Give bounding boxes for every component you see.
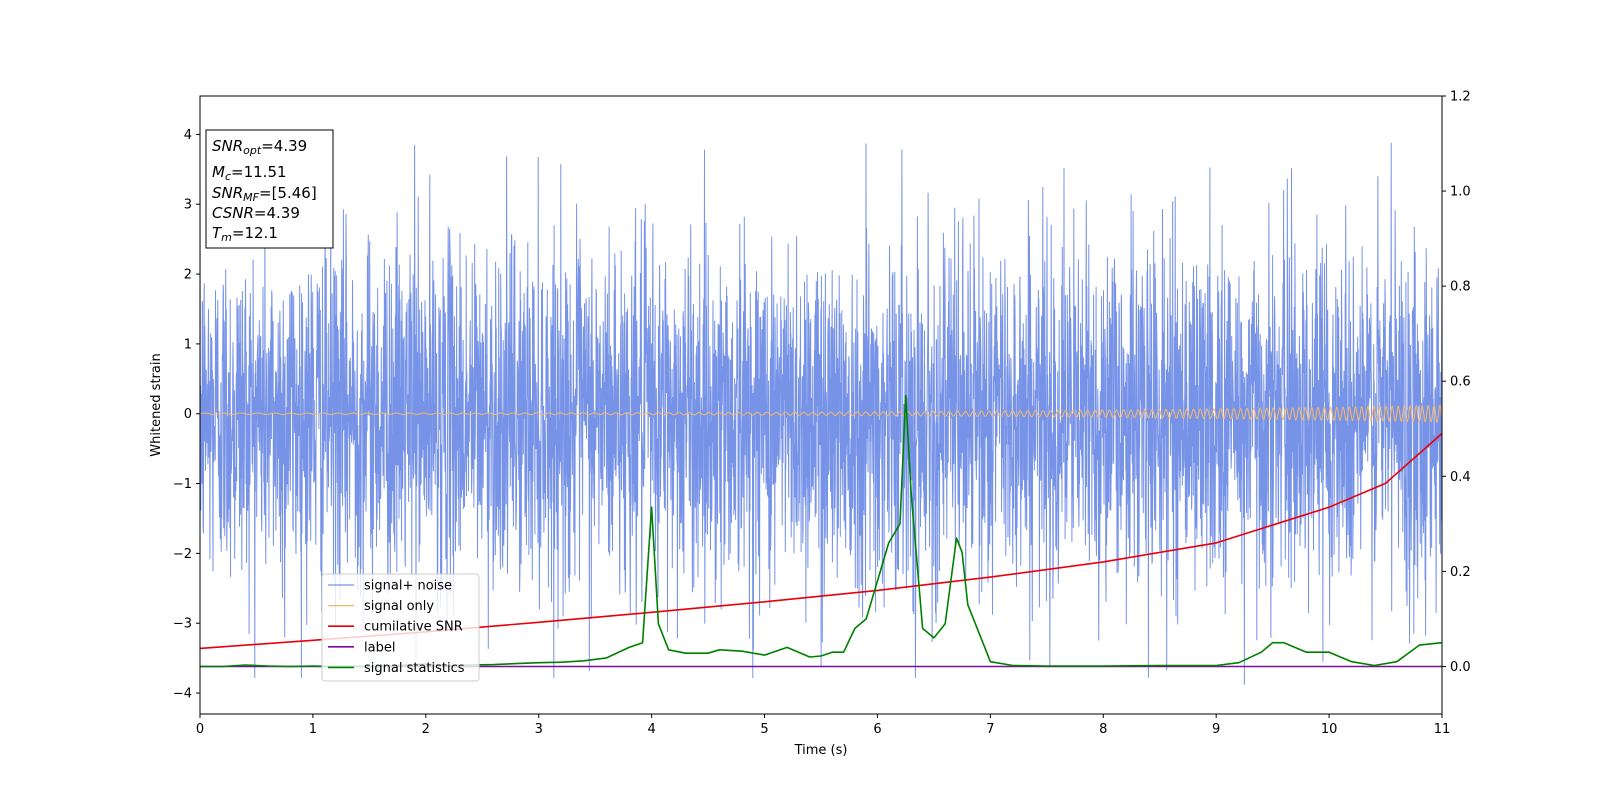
x-tick-label: 10: [1321, 722, 1338, 737]
info-snr-opt: SNRopt=4.39: [212, 137, 307, 157]
y-tick-label: 1: [184, 337, 192, 352]
info-tm: Tm=12.1: [212, 224, 278, 244]
info-box: SNRopt=4.39 Mc=11.51 SNRMF=[5.46] CSNR=4…: [205, 129, 334, 249]
x-tick-label: 3: [535, 722, 543, 737]
y2-tick-label: 1.0: [1450, 185, 1471, 200]
secondary-y-axis-ticks: 0.0 0.2 0.4 0.6 0.8 1.0 1.2: [1442, 90, 1471, 675]
y-tick-label: 2: [184, 268, 192, 283]
y-axis-label: Whitened strain: [149, 353, 164, 456]
y-tick-label: −4: [173, 687, 192, 702]
y-tick-label: 0: [184, 407, 192, 422]
y2-tick-label: 0.4: [1450, 470, 1471, 485]
y2-tick-label: 0.8: [1450, 280, 1471, 295]
info-snr-mf: SNRMF=[5.46]: [212, 184, 317, 204]
y2-tick-label: 0.6: [1450, 375, 1471, 390]
legend-label: signal+ noise: [364, 579, 452, 594]
info-box-frame: [205, 129, 334, 249]
legend-label: signal statistics: [364, 661, 465, 676]
y2-tick-label: 0.2: [1450, 565, 1471, 580]
axes-frame: [199, 95, 1443, 715]
x-tick-label: 11: [1434, 722, 1451, 737]
y2-tick-label: 1.2: [1450, 90, 1471, 105]
info-csnr: CSNR=4.39: [212, 204, 300, 222]
series-signal-noise: [200, 142, 1442, 685]
y-axis-ticks: −4 −3 −2 −1 0 1 2 3 4: [173, 128, 200, 702]
x-tick-label: 5: [760, 722, 768, 737]
y2-tick-label: 0.0: [1450, 660, 1471, 675]
y-tick-label: −3: [173, 617, 192, 632]
x-tick-label: 4: [647, 722, 655, 737]
y-tick-label: 3: [184, 198, 192, 213]
legend-label: label: [364, 640, 395, 655]
x-tick-label: 6: [873, 722, 881, 737]
y-tick-label: 4: [184, 128, 192, 143]
x-tick-label: 1: [309, 722, 317, 737]
y-tick-label: −2: [173, 547, 192, 562]
legend-frame: [321, 573, 480, 682]
x-tick-label: 2: [422, 722, 430, 737]
legend: signal+ noise signal only cumilative SNR la…: [321, 573, 480, 682]
x-axis-ticks: 0 1 2 3 4 5 6 7 8 9 10 11: [196, 714, 1450, 737]
x-tick-label: 9: [1212, 722, 1220, 737]
x-tick-label: 7: [986, 722, 994, 737]
x-tick-label: 8: [1099, 722, 1107, 737]
info-mc: Mc=11.51: [212, 163, 287, 183]
legend-label: signal only: [364, 599, 434, 614]
y-tick-label: −1: [173, 477, 192, 492]
legend-label: cumilative SNR: [364, 620, 463, 635]
x-tick-label: 0: [196, 722, 204, 737]
series-signal-only: [200, 404, 1442, 424]
x-axis-label: Time (s): [794, 743, 848, 758]
